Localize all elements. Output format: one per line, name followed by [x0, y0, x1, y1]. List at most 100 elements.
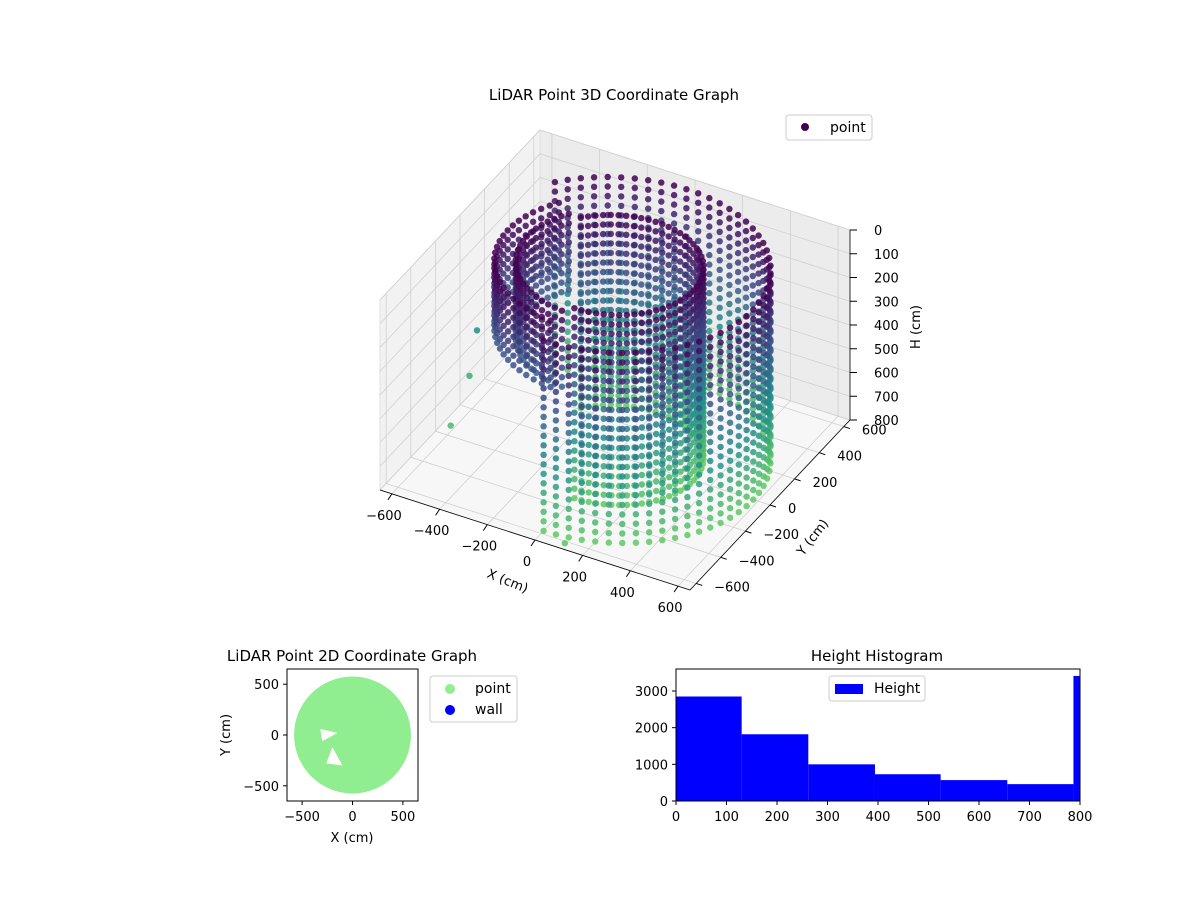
- data-point: [571, 314, 578, 321]
- data-point: [659, 480, 666, 487]
- data-point: [585, 413, 592, 420]
- data-point: [749, 253, 756, 261]
- data-point: [604, 202, 611, 209]
- data-point: [540, 499, 547, 506]
- data-point: [658, 188, 665, 196]
- data-point: [564, 319, 571, 326]
- data-point: [552, 417, 560, 424]
- data-point: [547, 317, 554, 324]
- data-point: [517, 275, 524, 283]
- data-point: [538, 323, 545, 330]
- data-point: [707, 410, 714, 417]
- data-point: [510, 333, 517, 340]
- data-point: [671, 354, 679, 361]
- data-point: [552, 512, 560, 519]
- data-point: [513, 251, 520, 258]
- data-point: [631, 203, 638, 211]
- data-point: [750, 372, 757, 380]
- data-point: [735, 318, 742, 326]
- data-point: [666, 322, 673, 329]
- x-tick-label: 0: [672, 810, 680, 825]
- data-point: [599, 259, 607, 266]
- data-point: [677, 364, 684, 371]
- y-tick: [843, 426, 851, 430]
- data-point: [671, 411, 679, 418]
- data-point: [551, 282, 558, 289]
- data-point: [558, 289, 565, 296]
- data-point: [538, 278, 545, 286]
- data-point: [677, 487, 684, 494]
- data-point: [695, 461, 703, 469]
- data-point: [565, 401, 572, 408]
- data-point: [734, 221, 742, 228]
- data-point: [666, 360, 673, 367]
- data-point: [607, 230, 614, 238]
- data-point: [599, 297, 607, 304]
- data-point: [646, 415, 653, 422]
- data-point: [623, 241, 630, 248]
- data-point: [659, 314, 666, 322]
- data-point: [607, 211, 614, 219]
- data-point: [623, 321, 631, 328]
- data-point: [565, 391, 572, 399]
- data-point: [706, 232, 713, 240]
- data-point: [578, 508, 585, 515]
- data-point: [735, 489, 742, 497]
- data-point: [592, 288, 599, 295]
- data-point: [509, 222, 517, 229]
- data-point: [750, 334, 757, 342]
- legend-label-wall: wall: [475, 702, 503, 718]
- data-point: [695, 414, 703, 421]
- data-point: [726, 410, 734, 417]
- data-point: [706, 251, 713, 259]
- data-point: [659, 347, 666, 354]
- data-point: [666, 369, 673, 376]
- data-point: [466, 372, 473, 379]
- data-point: [632, 463, 640, 470]
- data-point: [726, 253, 733, 260]
- data-point: [523, 305, 530, 312]
- data-point: [538, 269, 545, 276]
- data-point: [547, 336, 554, 343]
- data-point: [578, 346, 585, 353]
- data-point: [742, 218, 750, 225]
- data-point: [565, 248, 572, 256]
- data-point: [716, 304, 723, 311]
- data-point: [631, 339, 638, 347]
- data-point: [638, 367, 646, 374]
- data-point: [630, 261, 638, 268]
- data-point: [666, 436, 673, 443]
- data-point: [684, 484, 691, 491]
- data-point: [666, 474, 673, 481]
- data-point: [592, 462, 599, 469]
- data-point: [538, 288, 545, 295]
- data-point: [538, 259, 545, 267]
- data-point: [666, 455, 673, 462]
- data-point: [619, 530, 626, 537]
- data-point: [726, 334, 734, 341]
- data-point: [623, 260, 630, 267]
- data-point: [619, 473, 626, 480]
- data-point: [676, 239, 684, 246]
- data-point: [707, 448, 714, 455]
- data-point: [592, 490, 599, 498]
- data-point: [743, 474, 750, 481]
- data-point: [516, 357, 523, 364]
- data-point: [750, 496, 757, 503]
- data-point: [623, 454, 631, 461]
- data-point: [677, 468, 684, 475]
- data-point: [695, 199, 702, 206]
- data-point: [666, 493, 673, 500]
- data-point: [632, 492, 640, 499]
- data-point: [578, 527, 585, 534]
- data-point: [760, 239, 767, 247]
- data-point: [500, 332, 507, 339]
- data-point: [565, 505, 572, 513]
- data-point: [544, 218, 551, 225]
- data-point: [682, 313, 689, 320]
- data-point: [742, 265, 750, 273]
- data-point: [571, 428, 578, 435]
- data-point: [638, 414, 646, 422]
- data-point: [735, 385, 742, 392]
- data-point: [716, 228, 723, 235]
